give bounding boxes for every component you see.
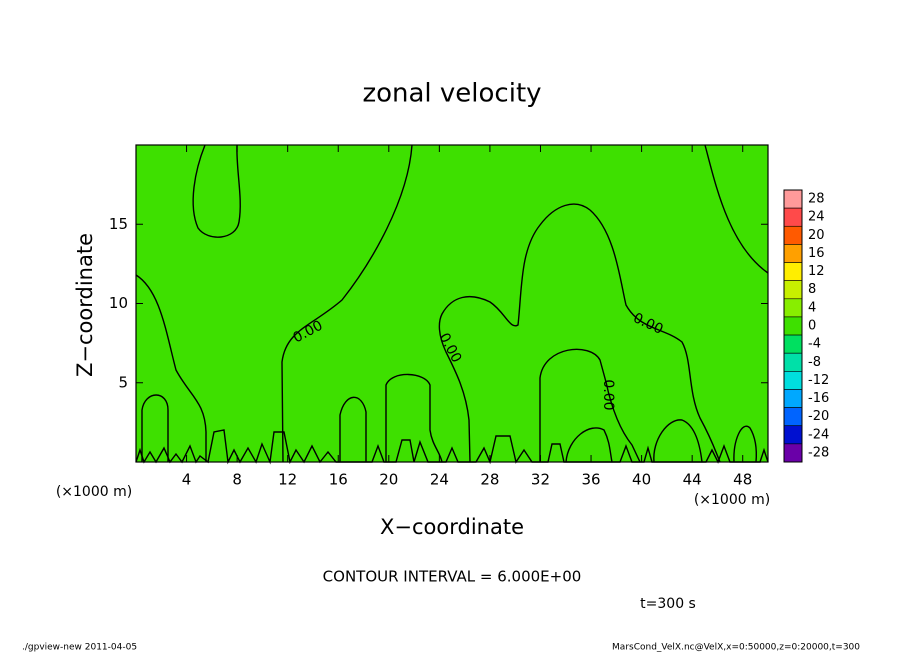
colorbar-tick-label: 8	[808, 282, 816, 297]
y-axis-label: Z−coordinate	[73, 233, 97, 377]
colorbar-band	[783, 371, 803, 390]
colorbar-tick-label: -24	[808, 427, 829, 442]
footer-right: MarsCond_VelX.nc@VelX,x=0:50000,z=0:2000…	[612, 643, 860, 653]
time-label: t=300 s	[640, 596, 696, 612]
colorbar-band	[783, 389, 803, 408]
colorbar-band	[783, 280, 803, 300]
x-tick-label: 28	[480, 471, 499, 489]
y-tick-label: 15	[109, 215, 128, 233]
y-tick-label: 10	[109, 294, 128, 312]
plot-field	[136, 145, 768, 462]
colorbar-tick-label: 20	[808, 228, 825, 243]
x-tick-label: 16	[329, 471, 348, 489]
chart-title: zonal velocity	[362, 79, 541, 109]
x-tick-label: 20	[379, 471, 398, 489]
x-unit-right: (×1000 m)	[694, 492, 770, 508]
x-tick-label: 40	[632, 471, 651, 489]
y-tick-label: 5	[118, 373, 128, 391]
contour-interval: CONTOUR INTERVAL = 6.000E+00	[323, 568, 582, 586]
colorbar-tick-label: 0	[808, 319, 816, 334]
colorbar-tick-label: -12	[808, 373, 829, 388]
colorbar-band	[783, 225, 803, 245]
colorbar-band	[783, 334, 803, 354]
x-tick-label: 48	[733, 471, 752, 489]
x-tick-label: 8	[232, 471, 242, 489]
colorbar-tick-label: 16	[808, 246, 825, 261]
colorbar-band	[783, 262, 803, 281]
colorbar-band	[783, 425, 803, 445]
x-tick-label: 32	[531, 471, 550, 489]
colorbar-tick-label: -28	[808, 445, 829, 460]
colorbar-tick-label: -16	[808, 391, 829, 406]
colorbar-tick-label: 12	[808, 264, 825, 279]
colorbar-tick-label: 24	[808, 210, 825, 225]
x-tick-label: 44	[683, 471, 702, 489]
x-tick-label: 36	[581, 471, 600, 489]
colorbar-band	[783, 316, 803, 336]
colorbar-tick-label: 28	[808, 192, 825, 207]
colorbar-band	[783, 443, 803, 463]
colorbar-band	[783, 298, 803, 318]
x-tick-label: 24	[430, 471, 449, 489]
x-tick-label: 4	[182, 471, 192, 489]
colorbar-frame	[783, 189, 803, 463]
x-unit-left: (×1000 m)	[56, 484, 132, 500]
colorbar-tick-label: -8	[808, 355, 821, 370]
colorbar-tick-label: -4	[808, 337, 821, 352]
colorbar-band	[783, 244, 803, 263]
colorbar-band	[783, 189, 803, 209]
colorbar-tick-label: 4	[808, 300, 816, 315]
x-axis-label: X−coordinate	[380, 515, 524, 539]
colorbar-tick-label: -20	[808, 409, 829, 424]
colorbar-band	[783, 352, 803, 372]
footer-left: ./gpview-new 2011-04-05	[22, 643, 137, 653]
x-tick-label: 12	[278, 471, 297, 489]
colorbar-band	[783, 207, 803, 227]
contour-label: 0.00	[600, 379, 616, 410]
colorbar-band	[783, 407, 803, 427]
